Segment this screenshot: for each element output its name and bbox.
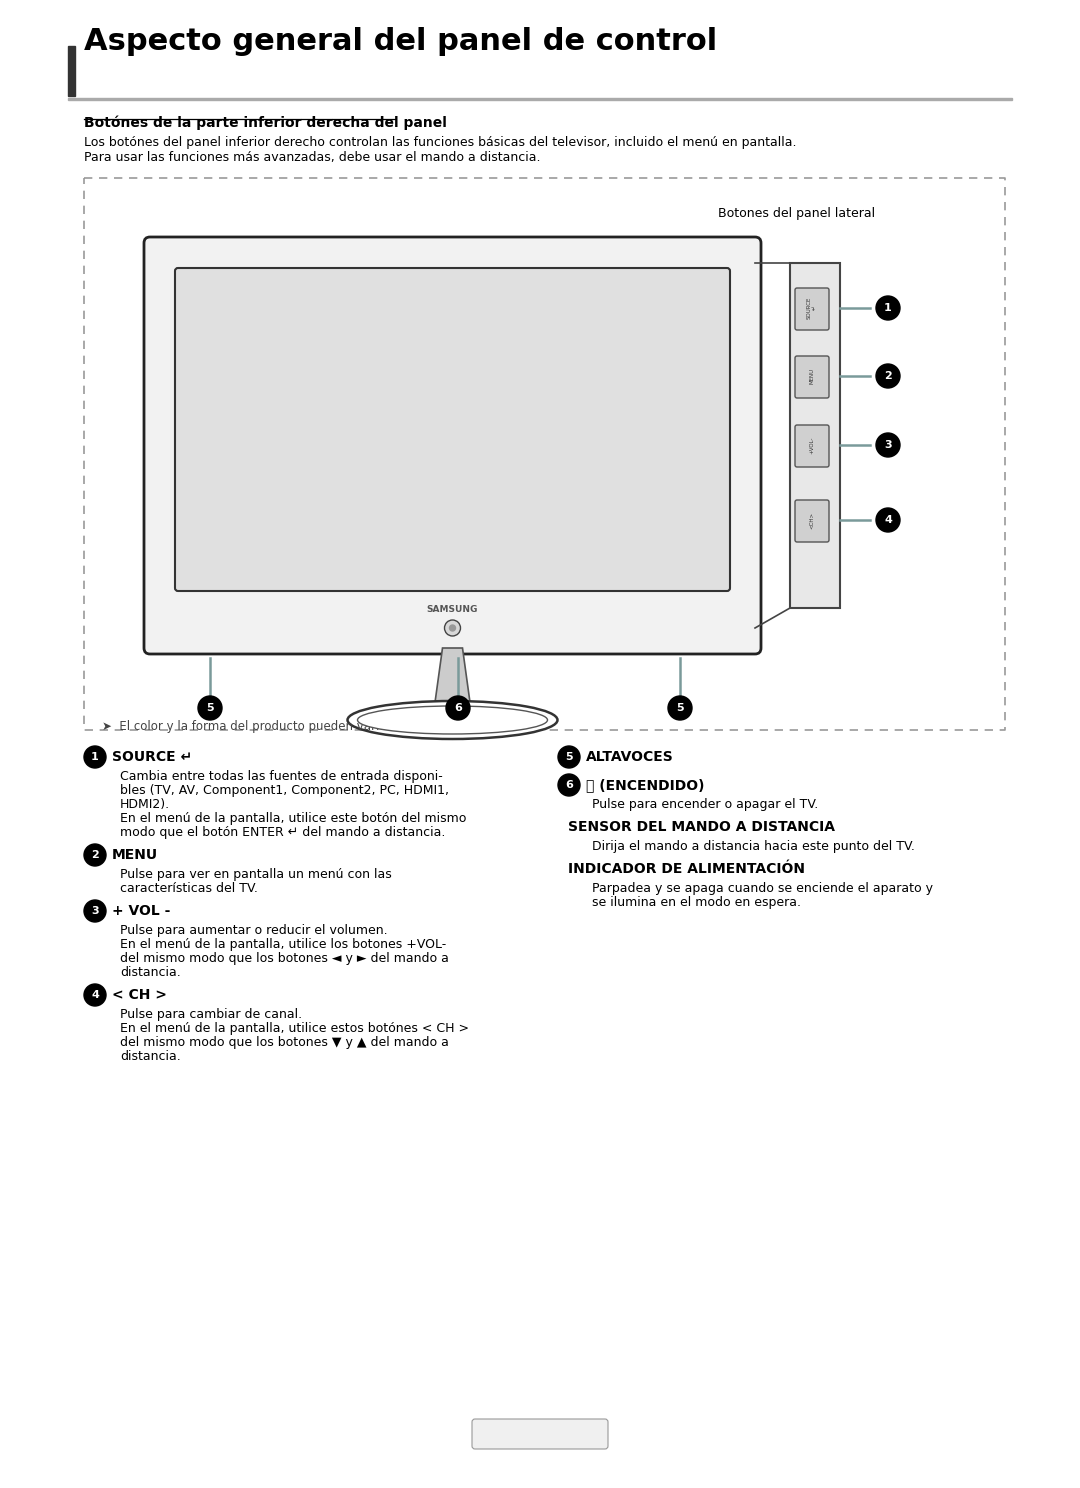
Circle shape <box>876 507 900 533</box>
Bar <box>789 263 840 609</box>
Text: Para usar las funciones más avanzadas, debe usar el mando a distancia.: Para usar las funciones más avanzadas, d… <box>84 150 540 164</box>
Text: Pulse para aumentar o reducir el volumen.: Pulse para aumentar o reducir el volumen… <box>120 924 388 937</box>
Text: características del TV.: características del TV. <box>120 882 258 894</box>
Text: 3: 3 <box>885 440 892 449</box>
Text: 5: 5 <box>206 702 214 713</box>
Circle shape <box>449 625 456 631</box>
Ellipse shape <box>357 705 548 734</box>
Circle shape <box>876 296 900 320</box>
Text: del mismo modo que los botones ▼ y ▲ del mando a: del mismo modo que los botones ▼ y ▲ del… <box>120 1036 449 1049</box>
FancyBboxPatch shape <box>472 1420 608 1449</box>
Text: bles (TV, AV, Component1, Component2, PC, HDMI1,: bles (TV, AV, Component1, Component2, PC… <box>120 784 449 798</box>
Text: modo que el botón ENTER ↵ del mando a distancia.: modo que el botón ENTER ↵ del mando a di… <box>120 826 445 839</box>
Text: SOURCE ↵: SOURCE ↵ <box>112 750 192 763</box>
Text: Pulse para encender o apagar el TV.: Pulse para encender o apagar el TV. <box>592 798 819 811</box>
Text: Aspecto general del panel de control: Aspecto general del panel de control <box>84 27 717 57</box>
Circle shape <box>558 745 580 768</box>
Text: MENU: MENU <box>112 848 158 862</box>
Circle shape <box>84 984 106 1006</box>
FancyBboxPatch shape <box>175 268 730 591</box>
Text: Pulse para ver en pantalla un menú con las: Pulse para ver en pantalla un menú con l… <box>120 868 392 881</box>
Text: SENSOR DEL MANDO A DISTANCIA: SENSOR DEL MANDO A DISTANCIA <box>568 820 835 833</box>
FancyBboxPatch shape <box>795 356 829 397</box>
Circle shape <box>84 844 106 866</box>
Text: ALTAVOCES: ALTAVOCES <box>586 750 674 763</box>
Circle shape <box>446 696 470 720</box>
Text: INDICADOR DE ALIMENTACIÓN: INDICADOR DE ALIMENTACIÓN <box>568 862 805 876</box>
Text: ➤  El color y la forma del producto pueden variar según el modelo.: ➤ El color y la forma del producto puede… <box>102 720 497 734</box>
Text: 5: 5 <box>565 751 572 762</box>
Ellipse shape <box>348 701 557 740</box>
Text: Los botónes del panel inferior derecho controlan las funciones básicas del telev: Los botónes del panel inferior derecho c… <box>84 135 797 149</box>
Text: Cambia entre todas las fuentes de entrada disponi-: Cambia entre todas las fuentes de entrad… <box>120 769 443 783</box>
Text: del mismo modo que los botones ◄ y ► del mando a: del mismo modo que los botones ◄ y ► del… <box>120 952 449 966</box>
Circle shape <box>84 745 106 768</box>
Circle shape <box>876 365 900 388</box>
Text: +VOL-: +VOL- <box>810 436 814 454</box>
Text: 6: 6 <box>454 702 462 713</box>
Text: 6: 6 <box>565 780 572 790</box>
Polygon shape <box>434 647 471 705</box>
Text: En el menú de la pantalla, utilice los botones +VOL-: En el menú de la pantalla, utilice los b… <box>120 937 446 951</box>
Bar <box>68 98 1012 100</box>
Circle shape <box>669 696 692 720</box>
Circle shape <box>445 620 460 635</box>
Text: <CH>: <CH> <box>810 512 814 528</box>
FancyBboxPatch shape <box>795 289 829 330</box>
FancyBboxPatch shape <box>795 426 829 467</box>
Text: 2: 2 <box>91 850 99 860</box>
Text: MENU: MENU <box>810 368 814 384</box>
Text: Botones del panel lateral: Botones del panel lateral <box>718 207 875 220</box>
Text: se ilumina en el modo en espera.: se ilumina en el modo en espera. <box>592 896 801 909</box>
Bar <box>68 46 75 97</box>
Text: SOURCE
↵: SOURCE ↵ <box>807 296 818 320</box>
Text: ⏻ (ENCENDIDO): ⏻ (ENCENDIDO) <box>586 778 704 792</box>
Text: Botónes de la parte inferior derecha del panel: Botónes de la parte inferior derecha del… <box>84 116 447 131</box>
Text: En el menú de la pantalla, utilice este botón del mismo: En el menú de la pantalla, utilice este … <box>120 812 467 824</box>
Text: Parpadea y se apaga cuando se enciende el aparato y: Parpadea y se apaga cuando se enciende e… <box>592 882 933 894</box>
Text: 2: 2 <box>885 371 892 381</box>
Circle shape <box>198 696 222 720</box>
Text: 5: 5 <box>676 702 684 713</box>
Text: HDMI2).: HDMI2). <box>120 798 171 811</box>
Text: + VOL -: + VOL - <box>112 905 171 918</box>
Text: En el menú de la pantalla, utilice estos botónes < CH >: En el menú de la pantalla, utilice estos… <box>120 1022 469 1036</box>
Text: 4: 4 <box>885 515 892 525</box>
Text: < CH >: < CH > <box>112 988 167 1001</box>
Text: SAMSUNG: SAMSUNG <box>427 606 478 615</box>
Text: 3: 3 <box>91 906 98 917</box>
Circle shape <box>84 900 106 923</box>
Circle shape <box>558 774 580 796</box>
Text: distancia.: distancia. <box>120 966 180 979</box>
FancyBboxPatch shape <box>144 237 761 655</box>
Text: 1: 1 <box>91 751 99 762</box>
Circle shape <box>876 433 900 457</box>
Text: 1: 1 <box>885 304 892 312</box>
Text: 4: 4 <box>91 990 99 1000</box>
Text: Español - 3: Español - 3 <box>505 1427 575 1439</box>
Text: Pulse para cambiar de canal.: Pulse para cambiar de canal. <box>120 1007 302 1021</box>
FancyBboxPatch shape <box>795 500 829 542</box>
Text: Dirija el mando a distancia hacia este punto del TV.: Dirija el mando a distancia hacia este p… <box>592 841 915 853</box>
Text: distancia.: distancia. <box>120 1051 180 1062</box>
